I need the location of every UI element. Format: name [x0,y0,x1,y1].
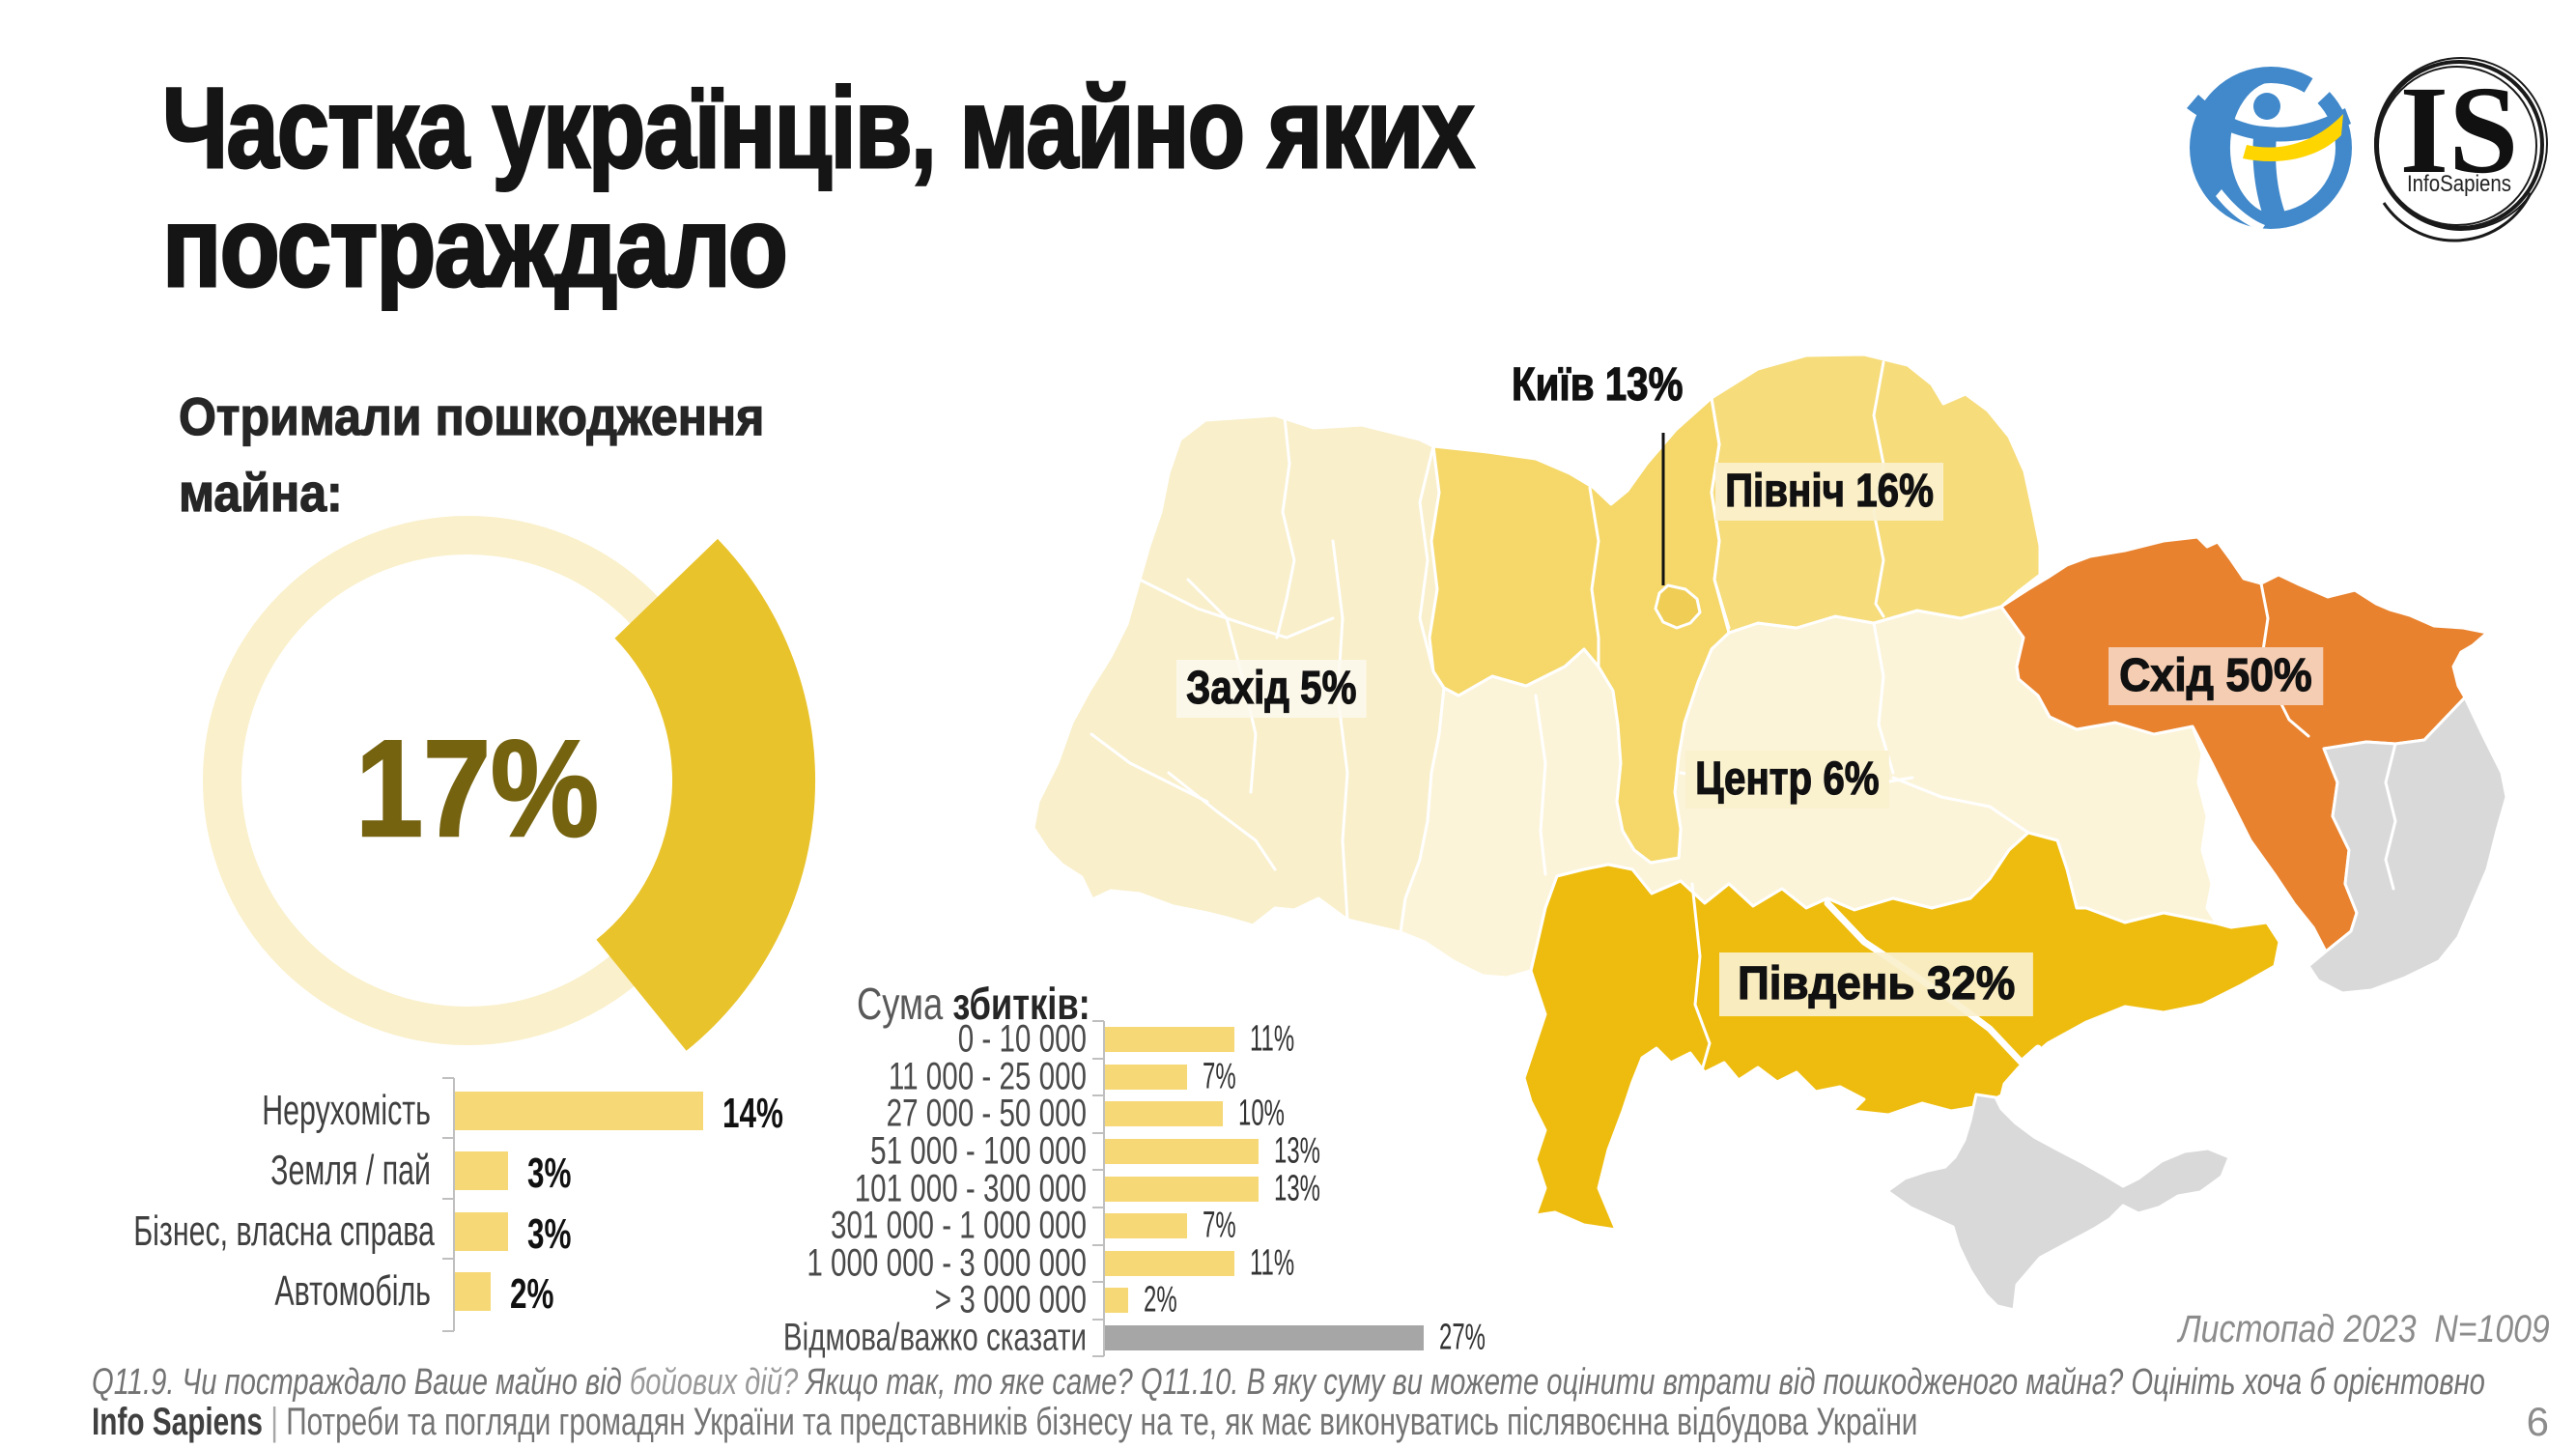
svg-text:InfoSapiens: InfoSapiens [2407,171,2511,197]
svg-text:IS: IS [2400,61,2519,200]
